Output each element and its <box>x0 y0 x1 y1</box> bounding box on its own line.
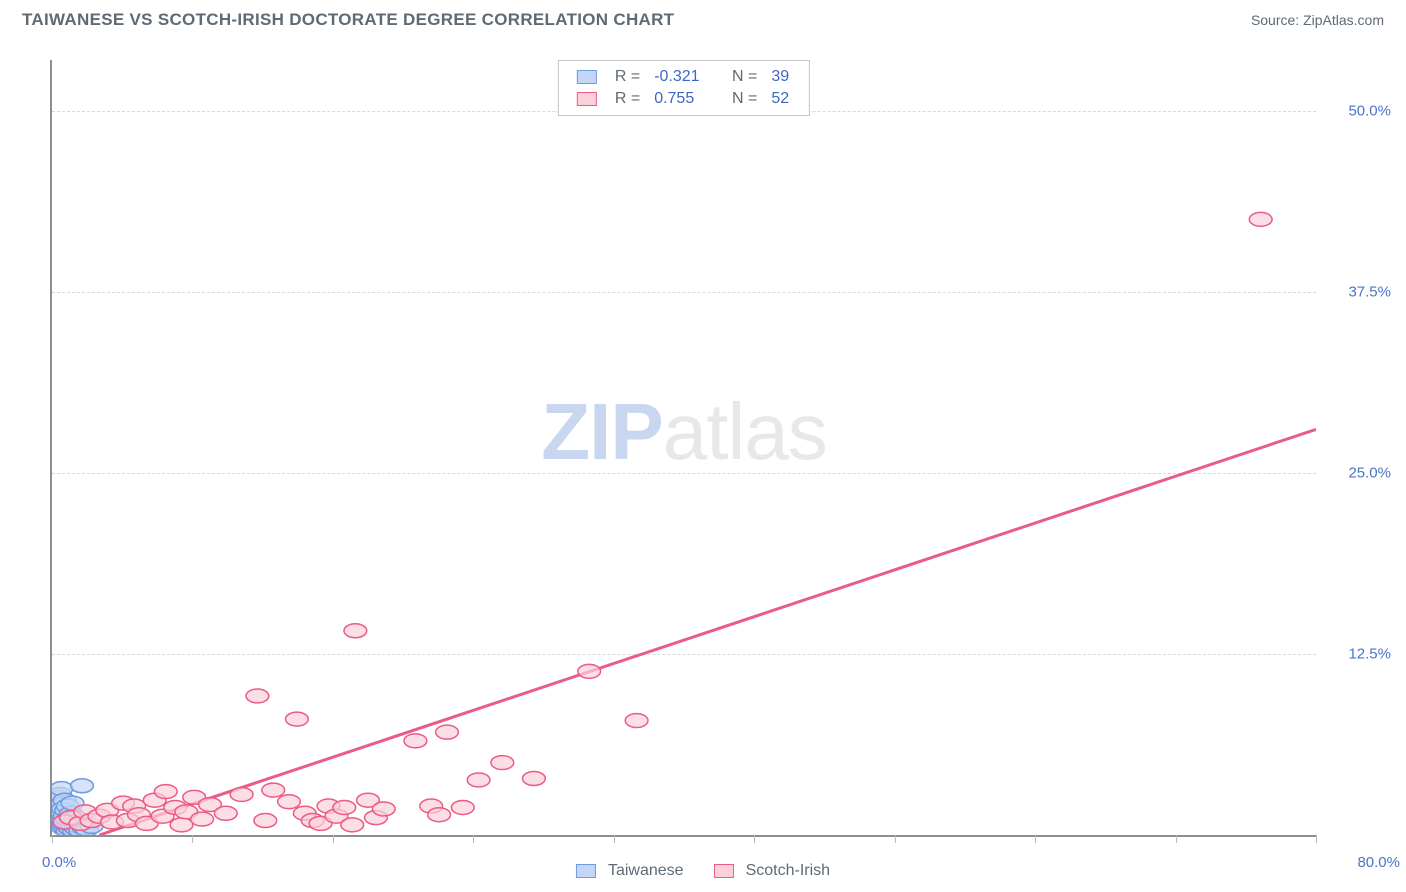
y-tick-label: 12.5% <box>1326 645 1391 662</box>
plot-region: ZIPatlas R = -0.321 N = 39 R = 0.755 <box>50 60 1316 837</box>
chart-title: TAIWANESE VS SCOTCH-IRISH DOCTORATE DEGR… <box>22 10 674 30</box>
chart-area: Doctorate Degree ZIPatlas R = -0.321 N =… <box>0 40 1406 892</box>
source-label: Source: <box>1251 12 1299 28</box>
series-swatch-taiwanese <box>576 864 596 878</box>
series-legend: Taiwanese Scotch-Irish <box>576 862 830 880</box>
chart-header: TAIWANESE VS SCOTCH-IRISH DOCTORATE DEGR… <box>0 0 1406 36</box>
chart-source: Source: ZipAtlas.com <box>1251 12 1384 28</box>
x-axis-max-label: 80.0% <box>1357 854 1400 871</box>
y-tick-label: 37.5% <box>1326 283 1391 300</box>
series-label-taiwanese: Taiwanese <box>608 862 684 880</box>
series-swatch-scotch-irish <box>714 864 734 878</box>
x-axis-min-label: 0.0% <box>42 854 76 871</box>
series-legend-item: Scotch-Irish <box>714 862 830 880</box>
y-tick-label: 25.0% <box>1326 464 1391 481</box>
series-label-scotch-irish: Scotch-Irish <box>746 862 830 880</box>
scatter-svg <box>52 60 1316 835</box>
series-legend-item: Taiwanese <box>576 862 684 880</box>
source-site: ZipAtlas.com <box>1303 12 1384 28</box>
y-tick-label: 50.0% <box>1326 102 1391 119</box>
